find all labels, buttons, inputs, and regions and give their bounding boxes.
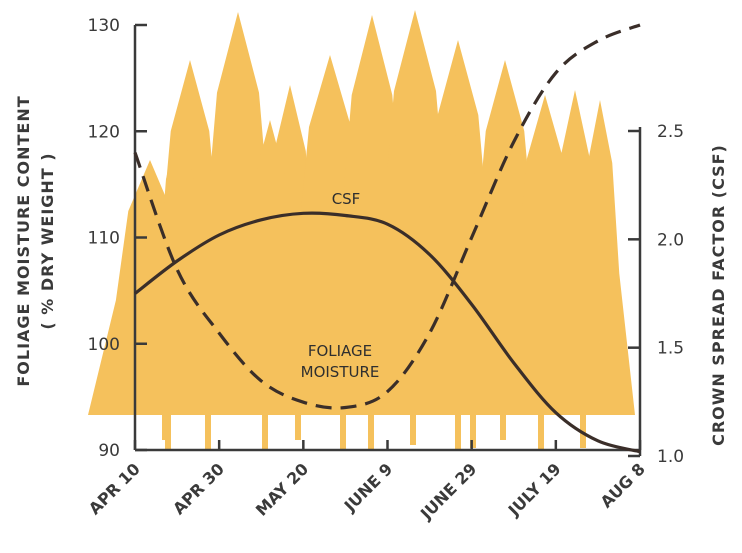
tree-trunk	[295, 400, 301, 440]
tree-trunk	[262, 400, 268, 450]
x-tick-label: AUG 8	[597, 459, 649, 511]
tree-trunk	[538, 400, 544, 450]
left-tick-label: 120	[88, 122, 120, 142]
tree-trunk	[470, 400, 476, 448]
right-tick-label: 2.0	[657, 230, 684, 250]
tree-trunk	[368, 400, 374, 450]
left-tick-label: 90	[98, 441, 120, 461]
x-tick-label: APR 30	[169, 459, 228, 518]
right-tick-label: 1.0	[657, 447, 684, 467]
left-tick-label: 100	[88, 335, 120, 355]
x-tick-label: JULY 19	[504, 459, 565, 520]
right-tick-label: 1.5	[657, 339, 684, 359]
x-tick-label: APR 10	[85, 459, 144, 518]
x-tick-label: JUNE 9	[340, 459, 397, 516]
forest-background	[88, 10, 635, 450]
right-axis-title: CROWN SPREAD FACTOR (CSF)	[709, 144, 728, 446]
left-axis-subtitle: ( % DRY WEIGHT )	[38, 152, 57, 329]
tree-trunk	[455, 400, 461, 450]
annotation-foliage: FOLIAGE	[308, 342, 372, 360]
tree-trunk	[500, 400, 506, 440]
tree-trunk	[410, 400, 416, 445]
left-axis-title: FOLIAGE MOISTURE CONTENT	[14, 95, 33, 386]
annotation-csf: CSF	[332, 190, 361, 208]
left-tick-label: 110	[88, 229, 120, 249]
foliage-moisture-series-line	[133, 23, 641, 410]
csf-series-line	[134, 211, 641, 454]
annotation-moisture: MOISTURE	[301, 363, 380, 381]
tree-trunk	[162, 400, 168, 440]
x-tick-label: MAY 20	[252, 459, 312, 519]
tree-trunk	[580, 400, 586, 448]
curves	[133, 23, 641, 454]
left-tick-label: 130	[88, 16, 120, 36]
x-tick-label: JUNE 29	[416, 459, 480, 523]
right-tick-label: 2.5	[657, 122, 684, 142]
tree-trunk	[205, 400, 211, 450]
tree-trunk	[340, 400, 346, 450]
